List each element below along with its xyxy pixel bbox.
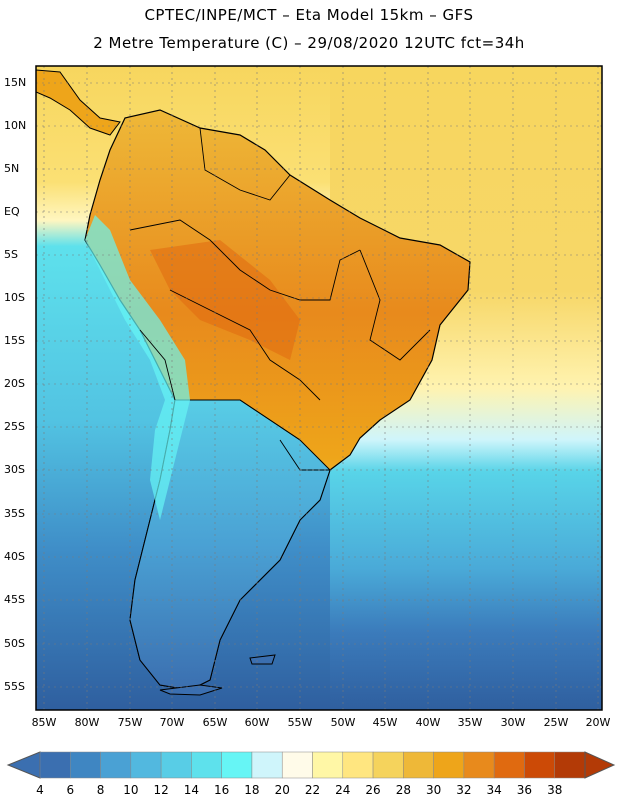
lon-label-45w: 45W [372, 716, 398, 729]
colorbar-label: 12 [153, 783, 169, 797]
lat-label-45s: 45S [4, 593, 25, 606]
colorbar-label: 36 [516, 783, 533, 797]
colorbar-label: 16 [214, 783, 230, 797]
colorbar-swatch [251, 751, 283, 779]
colorbar-label: 14 [183, 783, 200, 797]
lat-label-35s: 35S [4, 507, 25, 520]
lat-label-eq: EQ [4, 205, 20, 218]
colorbar-swatch [493, 751, 525, 779]
lat-label-40s: 40S [4, 550, 25, 563]
colorbar-swatch [191, 751, 222, 779]
lon-label-65w: 65W [202, 716, 228, 729]
lat-label-5s: 5S [4, 248, 18, 261]
figure-title-line1: CPTEC/INPE/MCT – Eta Model 15km – GFS [144, 6, 474, 24]
falkland-islands [249, 654, 276, 665]
lat-label-15n: 15N [4, 76, 27, 89]
colorbar-label: 24 [335, 783, 351, 797]
amazon-warm-core [150, 240, 300, 360]
colorbar-label: 20 [274, 783, 290, 797]
lon-label-75w: 75W [117, 716, 143, 729]
lon-label-85w: 85W [31, 716, 57, 729]
figure-title-line2: 2 Metre Temperature (C) – 29/08/2020 12U… [93, 34, 525, 52]
colorbar-swatch [281, 751, 313, 779]
colorbar-label: 34 [486, 783, 502, 797]
lat-label-25s: 25S [4, 420, 25, 433]
lon-label-25w: 25W [543, 716, 569, 729]
colorbar-swatch [221, 751, 253, 779]
tierra-del-fuego [159, 684, 223, 696]
lat-label-15s: 15S [4, 334, 25, 347]
colorbar [6, 751, 616, 779]
colorbar-label: 8 [96, 783, 105, 797]
colorbar-label: 18 [244, 783, 260, 797]
colorbar-swatch [39, 751, 71, 779]
lat-label-10n: 10N [4, 119, 27, 132]
colorbar-swatch [463, 751, 495, 779]
colorbar-swatch [342, 751, 374, 779]
lat-label-55s: 55S [4, 680, 25, 693]
lon-label-60w: 60W [244, 716, 270, 729]
lat-label-20s: 20S [4, 377, 25, 390]
lat-label-50s: 50S [4, 637, 25, 650]
lon-label-55w: 55W [287, 716, 313, 729]
colorbar-label: 6 [66, 783, 75, 797]
colorbar-swatch [160, 751, 192, 779]
colorbar-swatch [130, 751, 162, 779]
lon-label-80w: 80W [74, 716, 100, 729]
colorbar-label: 32 [456, 783, 472, 797]
lat-label-10s: 10S [4, 291, 25, 304]
map-frame [35, 65, 603, 711]
colorbar-label: 4 [36, 783, 44, 797]
lon-label-30w: 30W [500, 716, 526, 729]
lon-label-70w: 70W [159, 716, 185, 729]
colorbar-swatch [403, 751, 434, 779]
colorbar-swatch [70, 751, 101, 779]
colorbar-label: 30 [425, 783, 442, 797]
colorbar-swatch [100, 751, 132, 779]
lat-label-30s: 30S [4, 463, 25, 476]
andes-cool-strip [85, 215, 190, 520]
colorbar-label: 26 [365, 783, 381, 797]
lon-label-50w: 50W [330, 716, 356, 729]
lon-label-40w: 40W [415, 716, 441, 729]
country-borders [129, 127, 431, 471]
lon-label-35w: 35W [457, 716, 483, 729]
colorbar-swatch [372, 751, 404, 779]
colorbar-label: 28 [395, 783, 411, 797]
central-america [36, 69, 121, 136]
colorbar-swatch [524, 751, 555, 779]
colorbar-low-arrow [6, 751, 41, 779]
colorbar-label: 38 [547, 783, 563, 797]
lat-label-5n: 5N [4, 162, 20, 175]
colorbar-swatch [312, 751, 344, 779]
colorbar-swatch [554, 751, 586, 779]
colorbar-high-arrow [584, 751, 616, 779]
colorbar-label: 22 [304, 783, 321, 797]
lon-label-20w: 20W [585, 716, 611, 729]
colorbar-label: 10 [123, 783, 139, 797]
colorbar-swatch [433, 751, 465, 779]
graticule [36, 66, 602, 710]
